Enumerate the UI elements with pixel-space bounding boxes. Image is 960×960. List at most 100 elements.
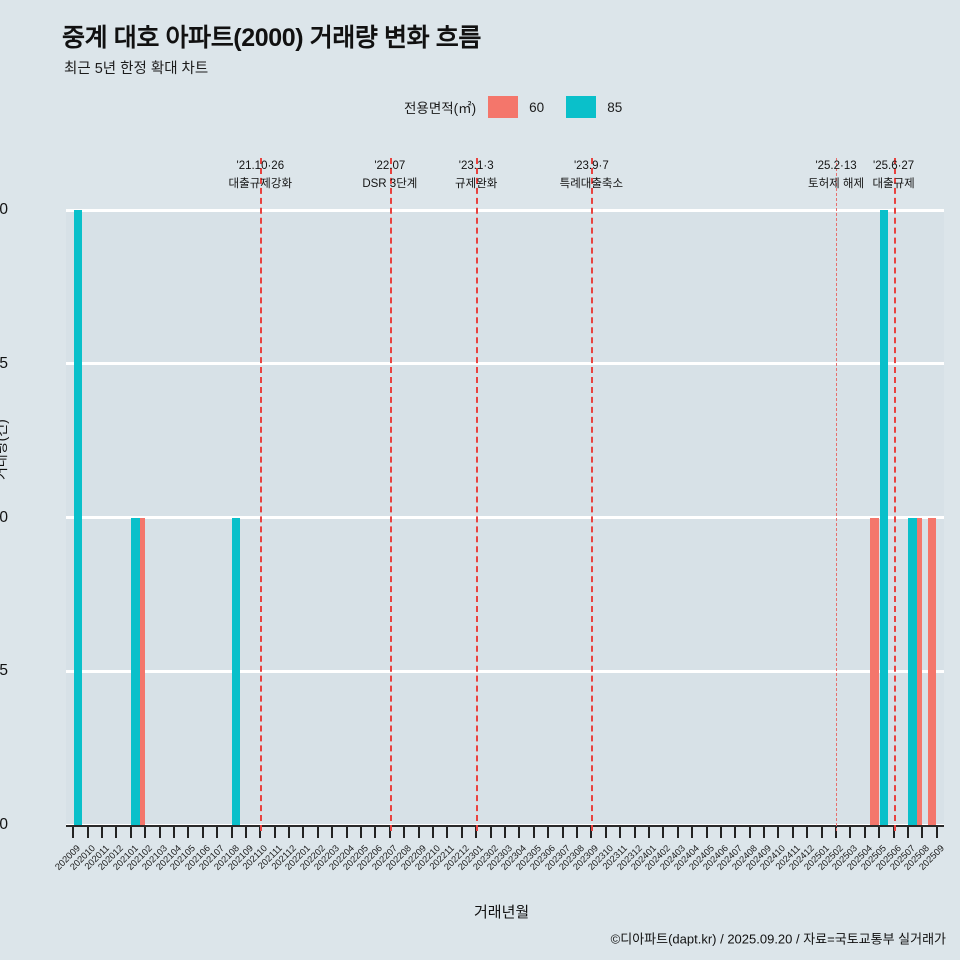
x-tick <box>705 827 708 838</box>
bar-85-202505 <box>879 210 889 825</box>
x-tick <box>935 827 938 838</box>
x-tick <box>72 827 75 838</box>
x-tick <box>878 827 881 838</box>
y-tick-label: 1.5 <box>0 354 8 372</box>
event-label-202506: '25.6·27 대출규제 <box>872 158 914 194</box>
x-tick <box>791 827 794 838</box>
x-tick <box>547 827 550 838</box>
x-tick <box>86 827 89 838</box>
event-label-202309: '23.9·7 특례대출축소 <box>560 158 623 194</box>
x-tick <box>374 827 377 838</box>
y-tick-label: 2.0 <box>0 201 8 218</box>
x-tick <box>115 827 118 838</box>
x-tick <box>216 827 219 838</box>
event-line-202506 <box>893 158 896 831</box>
bar-60-202508 <box>913 517 922 825</box>
gridline <box>66 362 944 366</box>
x-tick <box>532 827 535 838</box>
bar-85-202101 <box>131 517 140 825</box>
x-axis-line <box>66 825 944 827</box>
x-tick <box>230 827 233 838</box>
x-tick <box>820 827 823 838</box>
x-tick <box>201 827 204 838</box>
x-tick <box>302 827 305 838</box>
x-tick <box>575 827 578 838</box>
gridline <box>66 516 944 519</box>
legend-title: 전용면적(㎡) <box>404 101 477 116</box>
x-tick <box>331 827 334 838</box>
gridline <box>66 208 944 212</box>
x-tick <box>691 827 694 838</box>
event-date: '21.10·26 <box>236 160 285 172</box>
x-tick <box>489 827 492 838</box>
x-tick <box>144 827 147 838</box>
event-name: 대출규제강화 <box>228 177 293 190</box>
event-date: '25.2·13 <box>815 160 857 172</box>
x-tick <box>647 827 650 838</box>
x-tick <box>518 827 521 838</box>
gridline <box>66 669 944 673</box>
event-label-202207: '22.07 DSR 3단계 <box>362 158 417 194</box>
x-tick <box>100 827 103 838</box>
x-tick <box>187 827 190 838</box>
event-name: 토허제 해제 <box>807 177 865 190</box>
chart-legend: 전용면적(㎡) 60 85 <box>404 96 622 118</box>
x-tick <box>504 827 506 838</box>
x-tick <box>748 827 751 838</box>
x-tick <box>417 827 420 838</box>
x-tick <box>835 827 838 838</box>
x-tick <box>734 827 737 838</box>
x-tick <box>244 827 247 838</box>
footer-note: ©디아파트(dapt.kr) / 2025.09.20 / 자료=국토교통부 실… <box>610 931 946 947</box>
x-tick <box>446 827 449 838</box>
bar-60-202505 <box>870 517 879 825</box>
x-tick <box>158 827 161 838</box>
bar-85-202507 <box>908 517 917 825</box>
x-tick <box>172 827 175 838</box>
x-tick <box>863 827 866 838</box>
x-tick <box>360 827 363 838</box>
x-tick <box>273 827 276 838</box>
x-tick <box>676 827 679 838</box>
x-tick <box>662 827 665 838</box>
event-label-202502: '25.2·13 토허제 해제 <box>808 158 864 194</box>
event-name: DSR 3단계 <box>362 177 418 190</box>
y-tick-label: 0.5 <box>0 662 8 680</box>
legend-swatch-85 <box>566 96 597 118</box>
event-name: 규제완화 <box>455 177 498 190</box>
legend-swatch-60 <box>488 96 519 118</box>
bar-60-202102 <box>136 517 145 825</box>
x-tick <box>604 827 607 838</box>
x-tick <box>316 827 319 838</box>
x-tick <box>590 827 593 838</box>
x-tick <box>475 827 478 838</box>
event-line-202110 <box>260 158 263 831</box>
y-tick-label: 0.0 <box>0 816 8 833</box>
x-tick <box>259 827 262 838</box>
event-label-202301: '23.1·3 규제완화 <box>455 158 497 194</box>
event-line-202207 <box>389 158 392 831</box>
x-tick <box>633 827 636 838</box>
x-tick <box>403 827 406 838</box>
event-line-202309 <box>591 158 594 831</box>
y-axis-title: 거래량(건) <box>0 419 9 480</box>
event-name: 대출규제 <box>872 177 915 190</box>
x-tick <box>288 827 291 838</box>
event-line-202502 <box>836 158 838 831</box>
x-tick <box>619 827 622 838</box>
x-tick <box>388 827 391 838</box>
x-tick <box>849 827 852 838</box>
x-tick <box>763 827 766 838</box>
page-title: 중계 대호 아파트(2000) 거래량 변화 흐름 <box>62 24 481 52</box>
bar-60-202509 <box>928 517 937 825</box>
bar-85-202108 <box>231 517 241 825</box>
legend-label-85: 85 <box>607 99 623 115</box>
page-subtitle: 최근 5년 한정 확대 차트 <box>64 61 209 77</box>
x-tick <box>921 827 924 838</box>
event-date: '23.1·3 <box>458 160 494 172</box>
event-line-202301 <box>476 158 479 831</box>
bar-85-202009 <box>73 210 82 825</box>
x-tick <box>561 827 564 838</box>
x-tick <box>345 827 348 838</box>
